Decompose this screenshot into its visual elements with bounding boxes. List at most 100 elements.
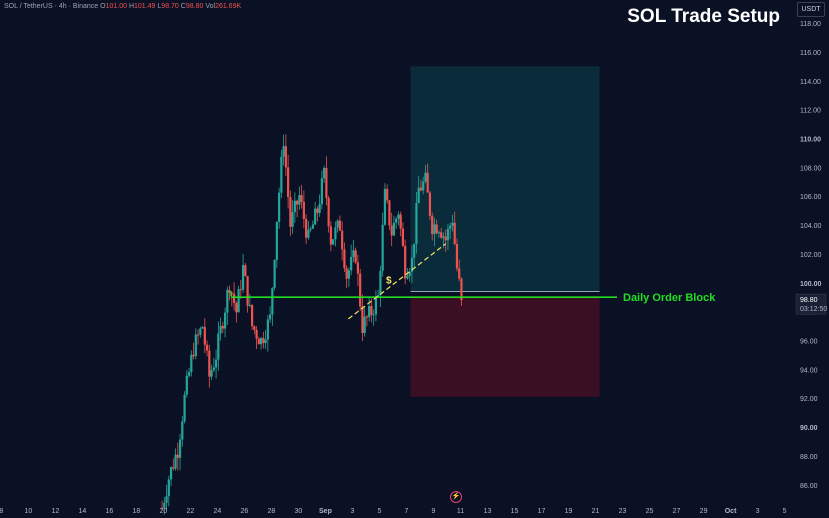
y-tick-label: 106.00 (800, 194, 822, 201)
candle-body (455, 243, 459, 269)
candle-body (269, 314, 272, 320)
candle-body (363, 316, 366, 333)
candle-body (305, 219, 308, 238)
candle-body (327, 197, 330, 227)
candle-body (390, 225, 393, 236)
x-tick-label: 29 (700, 508, 708, 515)
x-tick-label: 7 (405, 508, 409, 515)
candle-body (253, 326, 256, 330)
candle-body (266, 319, 269, 340)
close-value: 98.80 (185, 3, 204, 10)
x-tick-label: 22 (187, 508, 195, 515)
candle-body (205, 344, 209, 351)
candle-body (424, 172, 427, 182)
candle-body (257, 338, 260, 345)
candle-body (302, 201, 305, 220)
candle-body (374, 297, 378, 315)
symbol-label: SOL / TetherUS · 4h · Binance (4, 3, 99, 10)
candle-body (163, 502, 166, 509)
candle-body (232, 293, 236, 303)
time-axis[interactable]: 8 10 12 14 16 18 20 22 24 26 28 30 Sep 3 5 7 9 11 13 15 17 19… (0, 508, 787, 515)
y-tick-label: 90.00 (800, 425, 818, 432)
y-tick-label: 110.00 (800, 137, 821, 144)
candle-body (336, 220, 339, 228)
y-tick-label: 108.00 (800, 165, 822, 172)
x-tick-label: 5 (783, 508, 787, 515)
candle-body (392, 222, 396, 236)
candles (160, 134, 463, 515)
x-tick-label: 24 (214, 508, 222, 515)
candle-body (208, 350, 211, 377)
candle-body (167, 479, 170, 497)
x-tick-label: Oct (725, 508, 737, 515)
open-label: O (100, 3, 106, 10)
candle-body (458, 268, 461, 279)
y-tick-label: 118.00 (800, 21, 821, 28)
candle-body (311, 224, 314, 229)
target-zone (410, 66, 600, 292)
low-value: 98.70 (161, 3, 179, 10)
candle-body (309, 228, 312, 230)
candle-body (415, 203, 418, 244)
candle-body (169, 467, 173, 480)
candle-body (446, 228, 450, 241)
price-axis[interactable]: 118.00 116.00 114.00 112.00 110.00 108.00 106.… (795, 21, 827, 490)
candle-body (370, 305, 373, 315)
candle-body (419, 187, 423, 191)
candle-body (377, 295, 380, 298)
candle-body (284, 146, 287, 168)
candle-body (323, 167, 326, 179)
candle-body (226, 290, 229, 313)
candle-body (246, 276, 249, 306)
candle-body (212, 367, 215, 371)
order-block-label: Daily Order Block (623, 292, 716, 304)
x-tick-label: 13 (484, 508, 492, 515)
candle-body (320, 178, 323, 205)
candle-body (460, 278, 463, 301)
candle-body (300, 195, 303, 202)
candle-body (250, 304, 254, 327)
candle-body (262, 338, 265, 344)
x-tick-label: 3 (756, 508, 760, 515)
candle-body (289, 197, 292, 227)
candle-body (214, 359, 218, 368)
candle-body (435, 224, 438, 234)
x-tick-label: 27 (673, 508, 681, 515)
candle-body (406, 275, 409, 279)
candle-body (354, 250, 357, 263)
x-tick-label: 3 (351, 508, 355, 515)
candle-body (417, 187, 420, 204)
candle-body (426, 172, 429, 193)
high-value: 101.49 (134, 3, 156, 10)
symbol-header: SOL / TetherUS · 4h · Binance O101.00 H1… (4, 3, 241, 10)
candle-body (356, 262, 360, 274)
candle-body (404, 245, 407, 279)
lightning-icon[interactable]: ⚡ (450, 491, 462, 503)
candle-body (318, 204, 321, 213)
candle-body (237, 289, 240, 313)
candle-body (210, 370, 213, 377)
x-tick-label: 28 (268, 508, 276, 515)
candle-body (160, 507, 164, 509)
y-tick-label: 100.00 (800, 281, 822, 288)
y-tick-label: 104.00 (800, 223, 822, 230)
candle-body (453, 222, 456, 244)
candle-body (273, 259, 276, 289)
candle-body (165, 496, 168, 503)
candle-body (410, 257, 414, 272)
stop-zone (410, 297, 600, 397)
candle-body (345, 268, 348, 279)
y-tick-label: 88.00 (800, 454, 818, 461)
currency-button[interactable]: USDT (797, 2, 825, 17)
candle-body (239, 289, 242, 291)
x-tick-label: Sep (319, 508, 332, 515)
candle-body (271, 288, 274, 315)
candle-body (194, 334, 197, 357)
candle-body (352, 250, 355, 257)
high-label: H (128, 3, 135, 10)
candle-body (451, 222, 454, 226)
candle-body (203, 327, 206, 345)
candle-body (413, 243, 416, 258)
candle-body (223, 312, 227, 329)
